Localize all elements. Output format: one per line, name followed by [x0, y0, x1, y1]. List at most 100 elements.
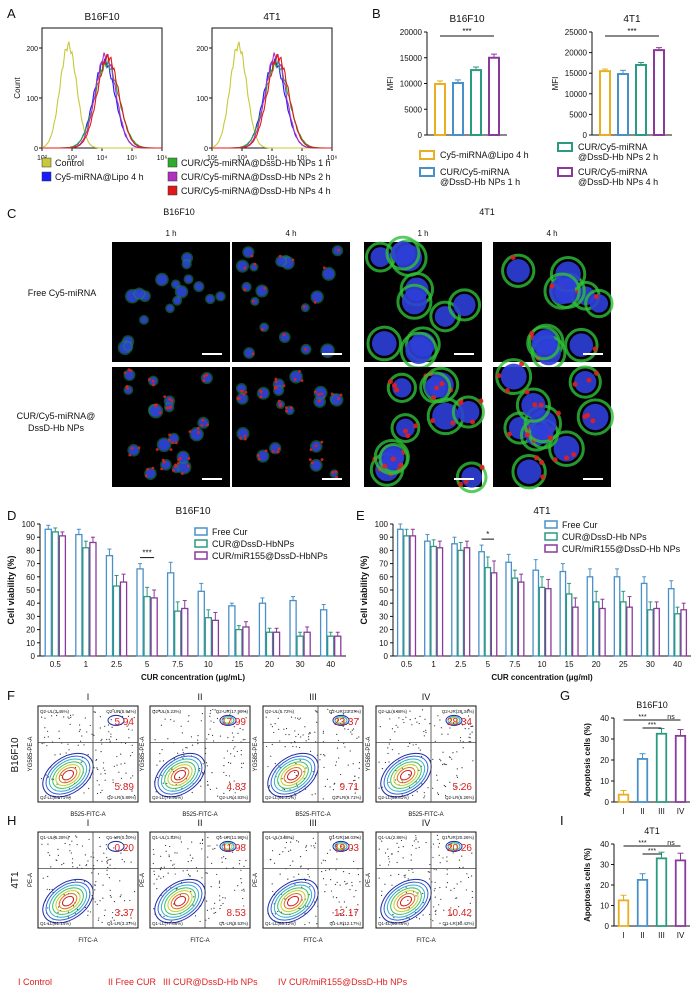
event-dot [40, 778, 43, 780]
event-dot [341, 783, 343, 785]
event-dot [186, 869, 188, 871]
event-dot [207, 856, 209, 858]
event-dot [212, 708, 214, 711]
red-signal [171, 441, 174, 445]
density-contour [164, 761, 196, 789]
event-dot [294, 741, 296, 743]
x-tick-label: 10⁶ [327, 155, 338, 162]
event-dot [179, 894, 181, 896]
event-dot [72, 714, 74, 716]
event-dot [266, 745, 268, 748]
bar [463, 547, 471, 657]
bar [586, 576, 594, 657]
legend-swatch [194, 539, 208, 548]
event-dot [332, 920, 334, 923]
y-tick-label: 80 [379, 546, 388, 555]
event-dot [41, 843, 43, 845]
red-signal [539, 460, 545, 466]
y-tick-label: 10 [26, 639, 35, 648]
event-dot [391, 749, 394, 751]
red-signal [334, 470, 338, 474]
nucleus [391, 241, 416, 266]
event-dot [47, 875, 49, 878]
event-dot [289, 864, 291, 867]
red-signal [146, 467, 149, 471]
event-dot [239, 727, 241, 730]
flow-plot-title: III [309, 818, 317, 828]
panel-letter-i: I [560, 813, 564, 828]
event-dot [165, 844, 167, 847]
quadrant-label: Q2-UR(23.37%) [329, 709, 362, 714]
event-dot [112, 709, 114, 711]
red-signal [206, 423, 209, 427]
event-dot [209, 788, 211, 790]
legend-label: CUR/Cy5-miRNA@DssD-Hb NPs 4 h [181, 186, 331, 196]
event-dot [407, 899, 409, 901]
event-dot [225, 836, 227, 838]
event-dot [201, 842, 204, 845]
event-dot [381, 768, 384, 770]
density-contour [160, 758, 200, 792]
bar [58, 535, 67, 657]
event-dot [49, 889, 51, 891]
event-dot [311, 794, 313, 796]
bar [197, 590, 205, 657]
event-dot [325, 869, 327, 872]
event-dot [222, 897, 224, 899]
event-dot [299, 855, 302, 858]
legend-label: Free Cur [212, 527, 248, 537]
x-tick-label: 10³ [67, 155, 78, 162]
nucleus [237, 393, 248, 404]
event-dot [120, 763, 122, 765]
event-dot [325, 884, 327, 886]
y-tick-label: 5000 [404, 105, 422, 114]
event-dot [109, 894, 112, 897]
event-dot [344, 746, 346, 748]
event-dot [472, 760, 474, 762]
red-signal [289, 406, 293, 410]
event-dot [124, 742, 127, 745]
density-contour [390, 761, 422, 789]
event-dot [242, 739, 244, 741]
event-dot [182, 751, 184, 754]
event-dot [357, 904, 359, 906]
density-contour [48, 884, 88, 918]
event-dot [209, 728, 211, 730]
event-dot [326, 852, 329, 854]
event-dot [177, 752, 179, 754]
red-signal [240, 389, 244, 393]
event-dot [194, 915, 197, 917]
event-dot [284, 898, 286, 900]
y-tick-label: 60 [379, 573, 388, 582]
event-dot [319, 759, 321, 761]
event-dot [309, 731, 311, 734]
event-dot [456, 776, 459, 779]
event-dot [316, 711, 318, 713]
chart-title: B16F10 [449, 14, 484, 25]
red-signal [590, 418, 596, 424]
event-dot [433, 890, 435, 892]
x-tick-label: 7.5 [172, 660, 184, 669]
legend-swatch [194, 551, 208, 560]
event-dot [436, 774, 438, 776]
quadrant-label: Q1-LR(3.37%) [107, 921, 137, 926]
event-dot [409, 742, 411, 745]
event-dot [153, 908, 155, 910]
x-axis-label: B525-FITC-A [295, 812, 330, 818]
bar [228, 605, 236, 657]
event-dot [353, 896, 355, 898]
event-dot [428, 871, 431, 873]
red-signal [205, 373, 209, 377]
legend-swatch-np2h [167, 171, 178, 182]
density-contour [393, 890, 419, 913]
quadrant-label: Q2-UL(3.46%) [40, 709, 70, 714]
density-contour [61, 895, 75, 907]
density-contour [334, 842, 348, 851]
density-contour [48, 758, 88, 792]
nucleus [461, 466, 482, 488]
density-contour [157, 881, 203, 921]
legend-label: CUR/Cy5-miRNA [440, 167, 510, 177]
bar [112, 585, 121, 657]
event-dot [216, 844, 218, 846]
event-dot [379, 726, 381, 728]
